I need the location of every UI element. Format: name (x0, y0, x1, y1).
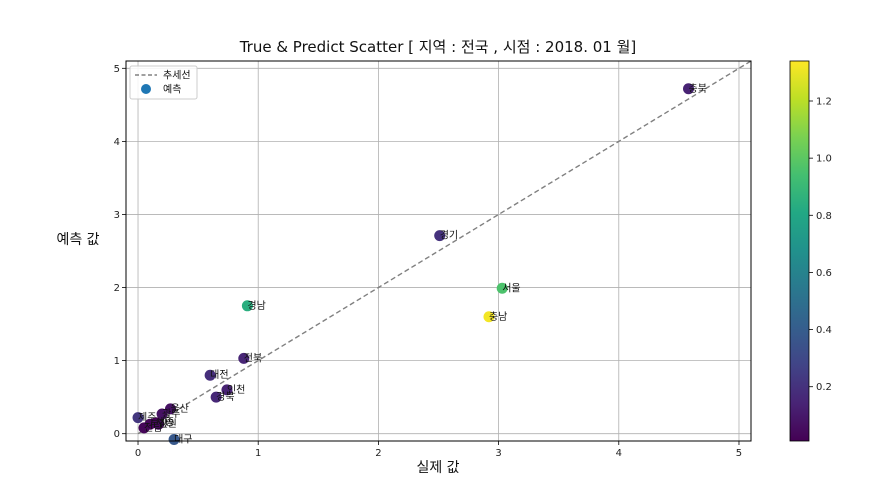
data-point (132, 412, 144, 424)
point-label: 부산 (150, 418, 168, 430)
data-point (496, 282, 508, 294)
colorbar-tick-label: 0.8 (816, 211, 832, 222)
y-tick-label: 1 (114, 356, 120, 367)
y-tick-label: 4 (114, 137, 120, 148)
point-label: 충남 (489, 311, 507, 323)
trend-line (137, 60, 752, 435)
points-layer (132, 83, 694, 446)
data-point (156, 408, 168, 420)
point-label: 인천 (227, 384, 245, 396)
y-axis-ticks: 0 1 2 3 4 5 (114, 64, 126, 440)
point-label: 충북 (689, 83, 707, 95)
point-label: 대구 (174, 434, 192, 446)
x-axis-ticks: 0 1 2 3 4 5 (135, 441, 742, 459)
point-label: 서울 (502, 282, 520, 294)
y-tick-label: 0 (114, 429, 120, 440)
colorbar-tick-label: 0.6 (816, 268, 832, 279)
y-tick-label: 3 (114, 210, 120, 221)
point-label: 울산 (170, 403, 188, 415)
x-tick-label: 2 (375, 448, 381, 459)
point-label: 전남 (144, 422, 162, 434)
point-label: 경남 (247, 299, 265, 312)
x-axis-label: 실제 값 (416, 460, 459, 476)
point-label: 제주 (138, 412, 156, 424)
colorbar: 0.2 0.4 0.6 0.8 1.0 1.2 (789, 60, 832, 442)
point-label: 경기 (440, 229, 458, 242)
colorbar-ticks: 0.2 0.4 0.6 0.8 1.0 1.2 (809, 97, 832, 393)
data-point (204, 369, 216, 381)
grid-lines (126, 61, 751, 441)
colorbar-gradient (789, 60, 810, 442)
x-tick-label: 3 (495, 448, 501, 459)
colorbar-tick-label: 1.0 (816, 154, 832, 165)
plot-area-frame (125, 60, 752, 442)
point-label: 세종 (156, 417, 174, 429)
trend-line-layer (137, 60, 752, 435)
data-point (164, 403, 176, 415)
data-point (221, 384, 233, 396)
data-point (241, 300, 253, 312)
y-axis-label: 예측 값 (56, 232, 99, 248)
colorbar-tick-label: 0.2 (816, 382, 832, 393)
point-label: 전북 (244, 352, 262, 364)
data-point (238, 352, 250, 364)
legend-predict-label: 예측 (163, 84, 181, 96)
chart-title: True & Predict Scatter [ 지역 : 전국 , 시점 : … (239, 38, 637, 56)
x-tick-label: 1 (255, 448, 261, 459)
point-label: 경북 (216, 390, 234, 403)
data-point (434, 230, 446, 242)
point-label: 대전 (210, 369, 228, 381)
point-label: 강원 (158, 418, 176, 430)
point-label: 광주 (162, 408, 180, 420)
data-point (210, 391, 222, 403)
x-tick-label: 5 (736, 448, 742, 459)
legend-predict-swatch (141, 84, 151, 94)
data-point (483, 311, 495, 323)
data-point (683, 83, 694, 95)
data-point (138, 422, 150, 434)
legend-trend-label: 추세선 (163, 70, 191, 82)
x-tick-label: 0 (135, 448, 141, 459)
data-point (168, 434, 180, 446)
x-tick-label: 4 (616, 448, 622, 459)
data-point (152, 418, 164, 430)
y-tick-label: 5 (114, 64, 120, 75)
y-tick-label: 2 (114, 283, 120, 294)
legend: 추세선 예측 (129, 65, 198, 100)
colorbar-tick-label: 1.2 (816, 97, 832, 108)
colorbar-tick-label: 0.4 (816, 325, 832, 336)
